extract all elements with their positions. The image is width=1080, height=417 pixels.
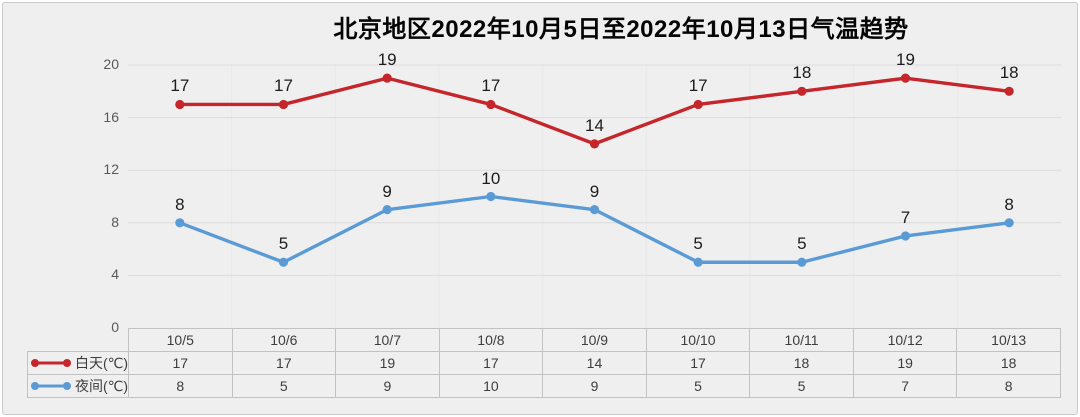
table-value-cell: 19 (335, 351, 440, 375)
x-axis-category-cell: 10/9 (542, 328, 647, 352)
data-table: 10/5 10/6 10/7 10/8 10/9 10/10 10/11 10/12 10/13… (27, 328, 1061, 398)
table-value-cell: 19 (852, 351, 958, 375)
table-value-cell: 17 (438, 351, 544, 375)
x-axis-category-cell: 10/8 (438, 328, 544, 352)
table-value-cell: 14 (542, 351, 647, 375)
data-point (693, 99, 703, 110)
table-value-cell: 7 (852, 374, 958, 398)
data-label: 17 (688, 76, 708, 96)
data-label: 8 (175, 194, 185, 214)
table-header-row: 10/5 10/6 10/7 10/8 10/9 10/10 10/11 10/12 10/13 (28, 328, 1061, 352)
table-value-cell: 18 (749, 351, 854, 375)
data-label: 17 (481, 76, 501, 96)
data-point (1004, 218, 1014, 228)
table-value-cell: 10 (438, 374, 544, 398)
data-label: 19 (896, 50, 915, 70)
data-point (693, 257, 703, 267)
y-tick-label: 20 (103, 56, 119, 72)
data-point (900, 73, 911, 83)
plot-area: 17 17 19 17 14 17 18 19 18 8 5 9 10 9 5 5 7 8 (128, 50, 1061, 328)
data-label: 5 (278, 234, 289, 254)
x-axis-category-cell: 10/13 (956, 328, 1061, 352)
table-value-cell: 5 (749, 374, 854, 398)
data-label: 5 (797, 234, 807, 254)
data-point (797, 86, 807, 96)
table-value-cell: 5 (645, 374, 751, 398)
data-label: 18 (999, 63, 1019, 83)
data-point (589, 139, 600, 149)
table-value-cell: 5 (231, 374, 337, 398)
y-tick-label: 0 (111, 319, 119, 335)
legend-key-icon (31, 359, 71, 367)
table-value-cell: 17 (231, 351, 337, 375)
table-value-cell: 18 (956, 351, 1061, 375)
data-label: 10 (481, 168, 501, 188)
data-label: 9 (382, 181, 392, 201)
legend-cell-day: 白天(℃) (27, 351, 129, 375)
data-label: 18 (792, 63, 812, 83)
x-axis-category-cell: 10/7 (335, 328, 440, 352)
table-row: 夜间(℃) 8 5 9 10 9 5 5 7 8 (27, 374, 1061, 398)
data-label: 8 (1004, 194, 1014, 214)
x-axis-category-cell: 10/6 (231, 328, 337, 352)
legend-key-icon (31, 382, 71, 390)
data-point (175, 99, 185, 110)
data-point (278, 257, 289, 267)
data-label: 9 (589, 181, 600, 201)
data-point (278, 99, 289, 110)
data-label: 17 (170, 76, 190, 96)
x-axis-category-cell: 10/10 (645, 328, 751, 352)
y-tick-label: 8 (111, 213, 119, 230)
y-tick-label: 4 (111, 266, 119, 283)
data-label: 19 (377, 50, 397, 70)
table-value-cell: 8 (956, 374, 1061, 398)
data-point (486, 99, 496, 110)
legend-label: 白天(℃) (74, 355, 128, 371)
x-axis-category-cell: 10/11 (749, 328, 854, 352)
data-point (900, 231, 911, 241)
x-axis-category-cell: 10/5 (128, 328, 233, 352)
chart-title: 北京地区2022年10月5日至2022年10月13日气温趋势 (333, 16, 909, 43)
table-value-cell: 8 (128, 374, 233, 398)
data-point (486, 191, 496, 202)
data-label: 7 (900, 207, 911, 227)
table-value-cell: 9 (542, 374, 647, 398)
table-value-cell: 17 (645, 351, 751, 375)
plot-svg (128, 64, 1061, 328)
legend-label: 夜间(℃) (74, 378, 128, 394)
table-value-cell: 9 (335, 374, 440, 398)
data-point (382, 205, 392, 215)
data-point (589, 205, 600, 215)
table-blank-cell (28, 329, 129, 352)
table-value-cell: 17 (128, 351, 233, 375)
data-label: 5 (693, 234, 703, 254)
table-row: 白天(℃) 17 17 19 17 14 17 18 19 18 (27, 351, 1061, 375)
data-label: 17 (274, 76, 293, 96)
data-point (175, 218, 185, 228)
data-point (382, 73, 392, 83)
data-point (797, 257, 807, 267)
data-point (1004, 86, 1014, 96)
y-tick-label: 12 (103, 161, 119, 178)
legend-cell-night: 夜间(℃) (27, 374, 129, 398)
x-axis-category-cell: 10/12 (852, 328, 958, 352)
data-label: 14 (585, 115, 604, 135)
y-tick-label: 16 (103, 108, 119, 125)
